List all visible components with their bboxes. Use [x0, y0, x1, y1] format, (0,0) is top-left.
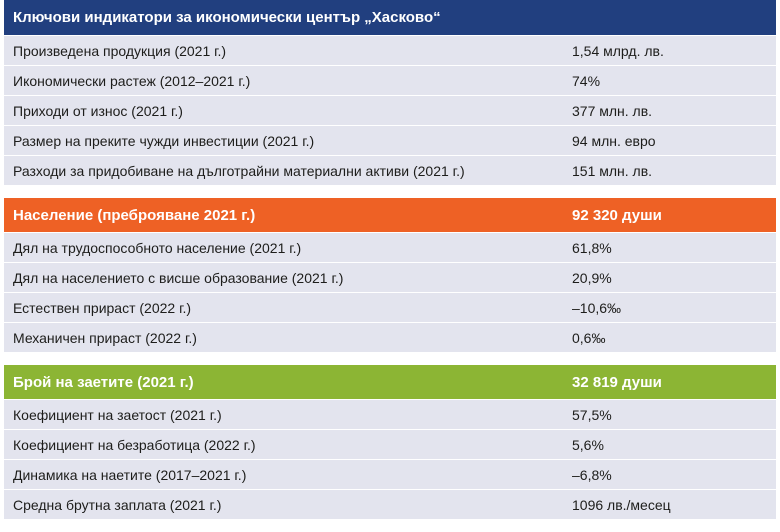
row-label: Произведена продукция (2021 г.): [13, 42, 227, 59]
row-label: Механичен прираст (2022 г.): [13, 329, 197, 346]
table-row: Икономически растеж (2012–2021 г.) 74%: [4, 65, 776, 95]
row-value: 1096 лв./месец: [572, 496, 671, 513]
row-value: 1,54 млрд. лв.: [572, 42, 664, 59]
table-row: Разходи за придобиване на дълготрайни ма…: [4, 155, 776, 185]
row-label: Средна брутна заплата (2021 г.): [13, 496, 222, 513]
indicators-table: Ключови индикатори за икономически центъ…: [4, 0, 776, 519]
row-value: 151 млн. лв.: [572, 162, 653, 179]
table-title: Ключови индикатори за икономически центъ…: [13, 9, 441, 26]
table-row: Естествен прираст (2022 г.) –10,6‰: [4, 292, 776, 322]
table-row: Средна брутна заплата (2021 г.) 1096 лв.…: [4, 489, 776, 519]
table-row: Дял на трудоспособното население (2021 г…: [4, 232, 776, 262]
section-value: 32 819 души: [572, 373, 662, 391]
row-label: Размер на преките чужди инвестиции (2021…: [13, 132, 315, 149]
section-header-population: Население (преброяване 2021 г.) 92 320 д…: [4, 198, 776, 232]
section-gap: [4, 185, 776, 198]
table-row: Коефициент на безработица (2022 г.) 5,6%: [4, 429, 776, 459]
row-label: Естествен прираст (2022 г.): [13, 299, 192, 316]
section-title: Население (преброяване 2021 г.): [13, 206, 256, 224]
row-label: Дял на трудоспособното население (2021 г…: [13, 239, 302, 256]
section-gap: [4, 352, 776, 365]
section-title: Брой на заетите (2021 г.): [13, 373, 194, 391]
row-value: 74%: [572, 72, 601, 89]
row-value: 61,8%: [572, 239, 612, 256]
table-row: Размер на преките чужди инвестиции (2021…: [4, 125, 776, 155]
table-row: Произведена продукция (2021 г.) 1,54 млр…: [4, 35, 776, 65]
row-value: 94 млн. евро: [572, 132, 656, 149]
table-row: Коефициент на заетост (2021 г.) 57,5%: [4, 399, 776, 429]
row-value: –10,6‰: [572, 299, 622, 316]
row-value: 0,6‰: [572, 329, 606, 346]
section-header-economy: Ключови индикатори за икономически центъ…: [4, 0, 776, 35]
row-label: Приходи от износ (2021 г.): [13, 102, 183, 119]
row-value: 57,5%: [572, 406, 612, 423]
table-row: Механичен прираст (2022 г.) 0,6‰: [4, 322, 776, 352]
row-value: –6,8%: [572, 466, 612, 483]
row-value: 377 млн. лв.: [572, 102, 653, 119]
row-value: 20,9%: [572, 269, 612, 286]
row-label: Динамика на наетите (2017–2021 г.): [13, 466, 247, 483]
table-row: Дял на населението с висше образование (…: [4, 262, 776, 292]
section-header-employment: Брой на заетите (2021 г.) 32 819 души: [4, 365, 776, 399]
table-row: Приходи от износ (2021 г.) 377 млн. лв.: [4, 95, 776, 125]
section-value: 92 320 души: [572, 206, 662, 224]
row-label: Разходи за придобиване на дълготрайни ма…: [13, 162, 465, 179]
row-value: 5,6%: [572, 436, 604, 453]
row-label: Икономически растеж (2012–2021 г.): [13, 72, 251, 89]
row-label: Коефициент на заетост (2021 г.): [13, 406, 222, 423]
table-row: Динамика на наетите (2017–2021 г.) –6,8%: [4, 459, 776, 489]
row-label: Дял на населението с висше образование (…: [13, 269, 344, 286]
row-label: Коефициент на безработица (2022 г.): [13, 436, 256, 453]
